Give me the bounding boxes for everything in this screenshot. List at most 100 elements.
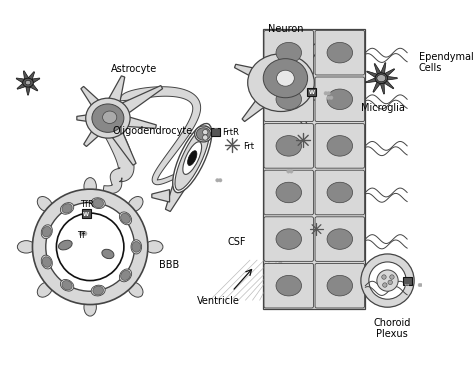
Polygon shape [17, 80, 29, 89]
Circle shape [202, 130, 208, 135]
Ellipse shape [92, 104, 124, 132]
Circle shape [421, 283, 424, 287]
Ellipse shape [37, 196, 53, 212]
Text: Oligodendrocyte: Oligodendrocyte [112, 126, 192, 137]
Polygon shape [374, 64, 384, 79]
Polygon shape [101, 114, 136, 165]
FancyBboxPatch shape [264, 77, 313, 122]
Circle shape [361, 254, 414, 307]
Circle shape [216, 178, 219, 182]
Polygon shape [366, 71, 383, 81]
Polygon shape [103, 127, 134, 193]
Ellipse shape [93, 199, 103, 208]
FancyBboxPatch shape [82, 209, 91, 218]
Ellipse shape [263, 59, 308, 98]
FancyBboxPatch shape [307, 88, 316, 96]
Circle shape [390, 275, 394, 279]
Text: CSF: CSF [228, 237, 246, 247]
Text: W: W [213, 126, 218, 130]
Ellipse shape [183, 142, 201, 174]
FancyBboxPatch shape [264, 217, 313, 261]
Ellipse shape [58, 240, 72, 250]
Ellipse shape [18, 241, 35, 253]
FancyBboxPatch shape [315, 124, 365, 168]
Ellipse shape [276, 276, 301, 296]
Circle shape [418, 283, 421, 287]
Polygon shape [120, 87, 201, 185]
Ellipse shape [41, 225, 52, 239]
FancyBboxPatch shape [315, 30, 365, 75]
Polygon shape [273, 78, 307, 126]
Polygon shape [373, 77, 383, 92]
Polygon shape [16, 78, 29, 85]
Circle shape [327, 92, 330, 95]
Ellipse shape [327, 229, 353, 249]
Circle shape [32, 189, 148, 304]
Polygon shape [81, 87, 113, 123]
Text: FrtR: FrtR [222, 128, 239, 137]
Text: TfR: TfR [80, 200, 93, 209]
Polygon shape [381, 76, 397, 81]
Circle shape [219, 178, 222, 182]
Ellipse shape [42, 226, 51, 237]
FancyBboxPatch shape [264, 30, 313, 75]
Text: Ependymal
Cells: Ependymal Cells [419, 51, 474, 73]
Ellipse shape [276, 89, 301, 110]
FancyBboxPatch shape [315, 264, 365, 308]
Ellipse shape [91, 198, 105, 208]
Ellipse shape [102, 249, 114, 259]
Ellipse shape [195, 126, 212, 142]
FancyBboxPatch shape [315, 170, 365, 215]
Polygon shape [26, 80, 38, 91]
Polygon shape [152, 189, 170, 202]
Ellipse shape [121, 214, 130, 223]
FancyBboxPatch shape [264, 124, 313, 168]
Ellipse shape [327, 42, 353, 63]
Ellipse shape [84, 298, 96, 316]
Circle shape [382, 275, 386, 279]
Circle shape [82, 231, 87, 236]
Circle shape [369, 262, 406, 299]
Polygon shape [273, 38, 326, 90]
Ellipse shape [23, 78, 33, 87]
Polygon shape [380, 69, 395, 80]
Polygon shape [242, 76, 288, 122]
FancyBboxPatch shape [315, 217, 365, 261]
Ellipse shape [42, 257, 51, 267]
FancyBboxPatch shape [264, 264, 313, 308]
Ellipse shape [128, 282, 143, 297]
Circle shape [79, 231, 83, 236]
Text: Choroid
Plexus: Choroid Plexus [373, 318, 410, 339]
Ellipse shape [276, 229, 301, 249]
Ellipse shape [276, 70, 294, 86]
Circle shape [46, 203, 135, 291]
Circle shape [287, 170, 290, 173]
Text: Microglia: Microglia [361, 103, 405, 113]
Ellipse shape [196, 128, 210, 140]
Text: Astrocyte: Astrocyte [111, 64, 158, 74]
Polygon shape [380, 76, 394, 89]
Polygon shape [84, 114, 113, 146]
Ellipse shape [128, 196, 143, 212]
Ellipse shape [60, 203, 74, 214]
Ellipse shape [121, 270, 130, 280]
Text: Tf: Tf [77, 231, 85, 240]
Ellipse shape [86, 98, 130, 138]
Text: BBB: BBB [159, 260, 180, 270]
Circle shape [324, 92, 328, 95]
Ellipse shape [188, 151, 197, 165]
Text: W: W [309, 90, 315, 95]
Polygon shape [27, 78, 40, 85]
Circle shape [327, 96, 330, 100]
Ellipse shape [377, 75, 386, 82]
Ellipse shape [375, 73, 388, 84]
Ellipse shape [175, 126, 210, 190]
Ellipse shape [84, 178, 96, 195]
FancyBboxPatch shape [403, 277, 412, 285]
Circle shape [56, 213, 124, 281]
Polygon shape [263, 30, 365, 309]
Circle shape [202, 135, 208, 140]
FancyBboxPatch shape [211, 128, 220, 136]
Ellipse shape [119, 212, 132, 225]
Polygon shape [107, 111, 156, 128]
